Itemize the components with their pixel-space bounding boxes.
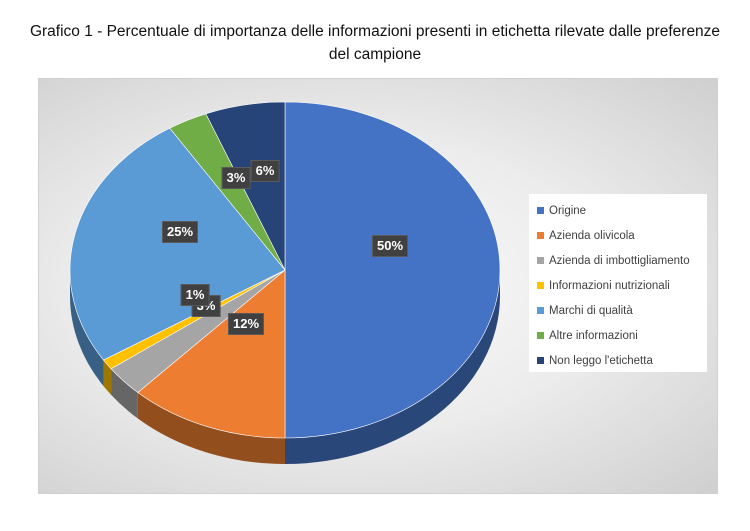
slice-azienda-olivicola — [137, 269, 286, 439]
slice-side-azienda-imbottigliamento — [111, 368, 138, 419]
legend-swatch — [537, 307, 544, 314]
legend-item-azienda-imbottigliamento: Azienda di imbottigliamento — [537, 248, 707, 273]
slice-side-origine — [285, 270, 500, 464]
legend-item-origine: Origine — [537, 198, 707, 223]
legend-label: Marchi di qualità — [549, 304, 633, 317]
data-label-azienda-olivicola: 12% — [227, 313, 265, 335]
legend-label: Origine — [549, 204, 587, 217]
data-label-non-leggo-etichetta: 6% — [250, 160, 280, 182]
legend-item-non-leggo-etichetta: Non leggo l'etichetta — [537, 348, 707, 373]
slice-side-informazioni-nutrizionali — [103, 360, 112, 395]
legend-item-informazioni-nutrizionali: Informazioni nutrizionali — [537, 273, 707, 298]
legend-swatch — [537, 332, 544, 339]
data-label-marchi-qualita: 25% — [161, 221, 199, 243]
legend-label: Non leggo l'etichetta — [549, 354, 653, 367]
legend-swatch — [537, 257, 544, 264]
data-label-origine: 50% — [371, 235, 409, 257]
chart-title: Grafico 1 - Percentuale di importanza de… — [29, 23, 721, 63]
legend-label: Azienda di imbottigliamento — [549, 254, 690, 267]
legend-swatch — [537, 207, 544, 214]
slice-origine — [284, 101, 501, 439]
slice-marchi-qualita — [69, 127, 286, 361]
pie-slices — [69, 101, 501, 439]
legend-item-altre-informazioni: Altre informazioni — [537, 323, 707, 348]
slice-side-azienda-olivicola — [137, 392, 285, 464]
data-label-informazioni-nutrizionali: 1% — [180, 284, 210, 306]
legend-swatch — [537, 357, 544, 364]
legend-swatch — [537, 282, 544, 289]
legend-label: Informazioni nutrizionali — [549, 279, 670, 292]
legend-item-azienda-olivicola: Azienda olivicola — [537, 223, 707, 248]
legend-label: Azienda olivicola — [549, 229, 635, 242]
slice-side-marchi-qualita — [70, 270, 104, 387]
data-label-altre-informazioni: 3% — [221, 167, 251, 189]
legend-label: Altre informazioni — [549, 329, 638, 342]
legend-item-marchi-qualita: Marchi di qualità — [537, 298, 707, 323]
pie-sides — [70, 270, 500, 464]
legend: Origine Azienda olivicola Azienda di imbot… — [529, 194, 707, 372]
legend-swatch — [537, 232, 544, 239]
